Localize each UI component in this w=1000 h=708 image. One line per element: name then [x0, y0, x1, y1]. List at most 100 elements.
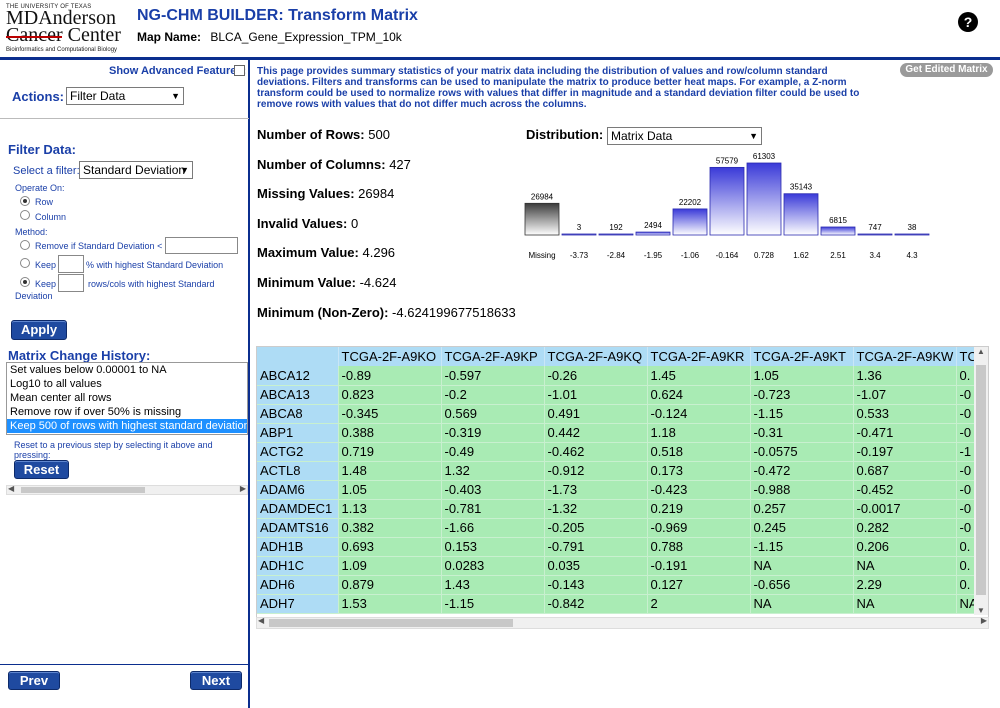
map-name-label: Map Name:: [137, 30, 202, 44]
table-cell: 1.45: [647, 366, 751, 386]
scroll-thumb[interactable]: [21, 487, 145, 493]
matrix-table[interactable]: TCGA-2F-A9KO TCGA-2F-A9KP TCGA-2F-A9KQ TCGA…: [256, 346, 989, 629]
table-row: ADAM6 1.05 -0.403 -1.73 -0.423 -0.988 -0.452 -0: [257, 480, 988, 500]
distribution-select[interactable]: Matrix Data ▼: [607, 127, 762, 145]
table-cell: 1.32: [441, 461, 545, 481]
history-item[interactable]: Remove row if over 50% is missing: [10, 406, 182, 418]
table-vscrollbar[interactable]: ▲ ▼: [974, 347, 988, 615]
histogram-bar: [783, 193, 819, 236]
histogram-category-label: -0.164: [716, 251, 739, 260]
histogram-category-label: 1.62: [793, 251, 809, 260]
method-remove-radio[interactable]: [20, 240, 30, 250]
stat-missing: Missing Values: 26984: [257, 186, 395, 201]
histogram-bar: [820, 226, 856, 236]
filter-select[interactable]: Standard Deviation ▼: [79, 161, 193, 179]
table-cell: 2.29: [853, 575, 957, 595]
table-cell: -0.842: [544, 594, 648, 614]
scroll-down-icon[interactable]: ▼: [977, 606, 985, 615]
table-cell: -0.26: [544, 366, 648, 386]
stat-rows: Number of Rows: 500: [257, 127, 390, 142]
operate-row-radio[interactable]: [20, 196, 30, 206]
history-hscrollbar[interactable]: ◀ ▶: [6, 484, 248, 495]
chevron-down-icon: ▼: [749, 131, 758, 141]
method-keep-n-radio[interactable]: [20, 277, 30, 287]
scroll-thumb[interactable]: [269, 619, 513, 627]
method-keep-pct-post: % with highest Standard Deviation: [86, 260, 224, 270]
table-row: ADH1C 1.09 0.0283 0.035 -0.191 NA NA 0.: [257, 556, 988, 576]
prev-button[interactable]: Prev: [8, 671, 60, 690]
stat-columns: Number of Columns: 427: [257, 157, 411, 172]
get-edited-matrix-button[interactable]: Get Edited Matrix: [900, 63, 993, 77]
scroll-thumb[interactable]: [976, 365, 986, 595]
table-row: ADAMTS16 0.382 -1.66 -0.205 -0.969 0.245 0.282…: [257, 518, 988, 538]
table-cell: 1.48: [338, 461, 442, 481]
column-header: [257, 347, 339, 366]
table-cell: 0.719: [338, 442, 442, 462]
table-cell: 1.05: [750, 366, 854, 386]
histogram-category-label: -1.95: [644, 251, 663, 260]
table-hscrollbar[interactable]: ◀ ▶: [256, 616, 989, 629]
method-keep-pct-pre: Keep: [35, 260, 57, 270]
chevron-down-icon: ▼: [180, 165, 189, 175]
keep-percent-input[interactable]: [58, 255, 84, 273]
row-header: ABCA12: [257, 366, 339, 386]
table-cell: 2: [647, 594, 751, 614]
keep-count-input[interactable]: [58, 274, 84, 292]
histogram-value-label: 3: [577, 223, 582, 232]
history-list[interactable]: Set values below 0.00001 to NA Log10 to …: [6, 362, 248, 435]
row-header: ADAMTS16: [257, 518, 339, 538]
histogram-value-label: 22202: [679, 198, 702, 207]
scroll-right-icon[interactable]: ▶: [980, 616, 987, 625]
next-button[interactable]: Next: [190, 671, 242, 690]
apply-button[interactable]: Apply: [11, 320, 67, 340]
table-cell: 0.823: [338, 385, 442, 405]
history-item[interactable]: Log10 to all values: [10, 378, 102, 390]
histogram-value-label: 35143: [790, 183, 813, 192]
table-cell: -0.205: [544, 518, 648, 538]
table-cell: -0.0017: [853, 499, 957, 519]
table-cell: 0.518: [647, 442, 751, 462]
table-cell: -0.345: [338, 404, 442, 424]
table-cell: 1.18: [647, 423, 751, 443]
table-cell: 0.687: [853, 461, 957, 481]
histogram-category-label: -3.73: [570, 251, 589, 260]
operate-row-label: Row: [35, 197, 54, 207]
table-cell: -1.07: [853, 385, 957, 405]
reset-button[interactable]: Reset: [14, 460, 69, 479]
table-cell: 1.43: [441, 575, 545, 595]
table-cell: -1.73: [544, 480, 648, 500]
history-item-selected[interactable]: Keep 500 of rows with highest standard d…: [7, 419, 247, 433]
actions-select[interactable]: Filter Data ▼: [66, 87, 184, 105]
help-icon[interactable]: ?: [958, 12, 978, 32]
scroll-up-icon[interactable]: ▲: [977, 347, 985, 356]
row-header: ADH1C: [257, 556, 339, 576]
history-item[interactable]: Mean center all rows: [10, 392, 112, 404]
method-keep-pct-radio[interactable]: [20, 258, 30, 268]
table-cell: 0.382: [338, 518, 442, 538]
history-item[interactable]: Set values below 0.00001 to NA: [10, 364, 167, 376]
histogram-bar: [524, 202, 560, 236]
logo-department: Bioinformatics and Computational Biology: [6, 47, 118, 53]
mdanderson-logo: THE UNIVERSITY OF TEXAS MDAnderson Cance…: [6, 4, 126, 54]
show-advanced-checkbox[interactable]: [234, 65, 245, 76]
histogram-value-label: 57579: [716, 156, 739, 165]
sd-threshold-input[interactable]: [165, 237, 238, 254]
histogram-category-label: 2.51: [830, 251, 846, 260]
table-cell: 0.569: [441, 404, 545, 424]
histogram-bar: [635, 231, 671, 236]
histogram-category-label: -1.06: [681, 251, 700, 260]
table-cell: 0.533: [853, 404, 957, 424]
table-cell: 0.0283: [441, 556, 545, 576]
table-cell: -0.912: [544, 461, 648, 481]
operate-column-radio[interactable]: [20, 210, 30, 220]
scroll-left-icon[interactable]: ◀: [8, 484, 15, 493]
row-header: ABP1: [257, 423, 339, 443]
histogram-value-label: 38: [908, 223, 917, 232]
panel-divider: [248, 60, 250, 708]
table-cell: -0.403: [441, 480, 545, 500]
scroll-left-icon[interactable]: ◀: [258, 616, 265, 625]
histogram-value-label: 747: [868, 223, 882, 232]
histogram-category-label: 0.728: [754, 251, 775, 260]
scroll-right-icon[interactable]: ▶: [239, 484, 246, 493]
